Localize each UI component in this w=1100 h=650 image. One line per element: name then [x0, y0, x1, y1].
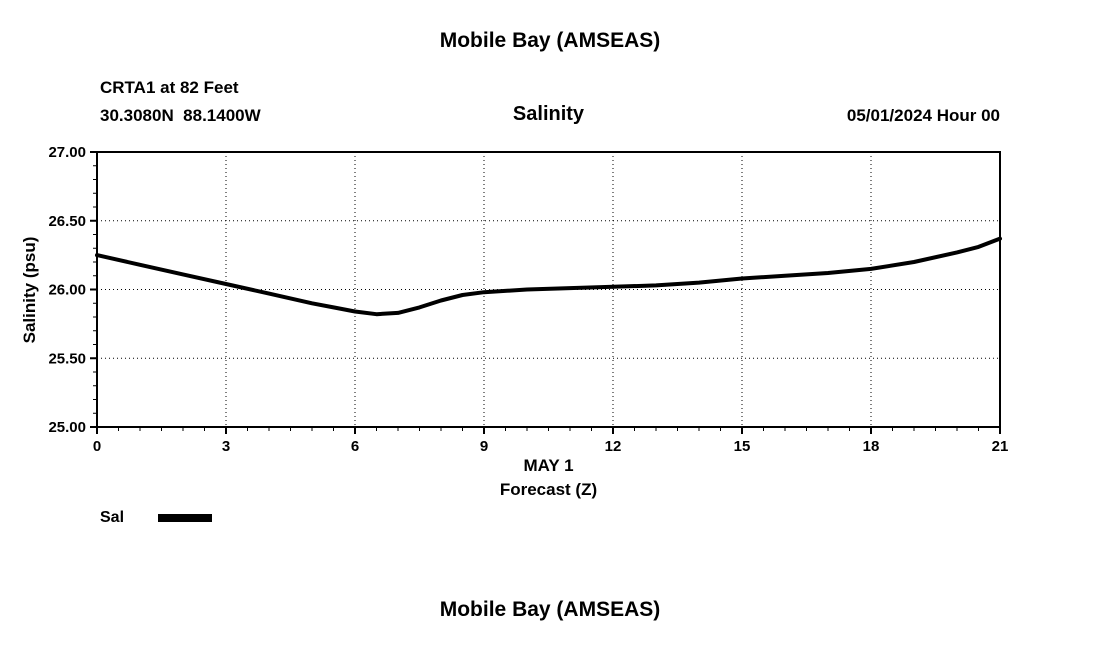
x-tick-label: 15 — [734, 438, 751, 455]
salinity-series-line — [95, 236, 1002, 317]
legend: Sal — [100, 509, 213, 527]
y-tick-label: 25.50 — [48, 350, 86, 367]
x-tick-label: 3 — [222, 438, 230, 455]
plot-area: 27.00 26.50 26.00 25.50 25.00 0 3 6 9 12 15 18 21 — [48, 144, 1009, 455]
x-axis-date-label: MAY 1 — [523, 456, 574, 475]
x-tick-label: 21 — [992, 438, 1009, 455]
plot-frame — [96, 151, 1001, 428]
next-chart-title: Mobile Bay (AMSEAS) — [439, 598, 661, 621]
station-name: CRTA1 at 82 Feet — [100, 78, 239, 97]
y-tick-label: 27.00 — [48, 144, 86, 161]
x-tick-label: 18 — [863, 438, 880, 455]
x-tick-label: 0 — [93, 438, 101, 455]
x-tick-label: 12 — [605, 438, 622, 455]
y-tick-label: 26.00 — [48, 282, 86, 299]
x-tick-label: 6 — [351, 438, 359, 455]
legend-label: Sal — [100, 509, 125, 526]
x-tick-label: 9 — [480, 438, 488, 455]
y-tick-label: 25.00 — [48, 419, 86, 436]
legend-line-swatch — [158, 514, 213, 522]
station-coordinates: 30.3080N 88.1400W — [100, 106, 261, 125]
chart-subtitle: Salinity — [512, 103, 585, 125]
x-axis-label: Forecast (Z) — [499, 480, 598, 499]
y-tick-label: 26.50 — [48, 213, 86, 230]
forecast-datetime: 05/01/2024 Hour 00 — [846, 106, 1000, 125]
chart-main-title: Mobile Bay (AMSEAS) — [439, 29, 661, 52]
